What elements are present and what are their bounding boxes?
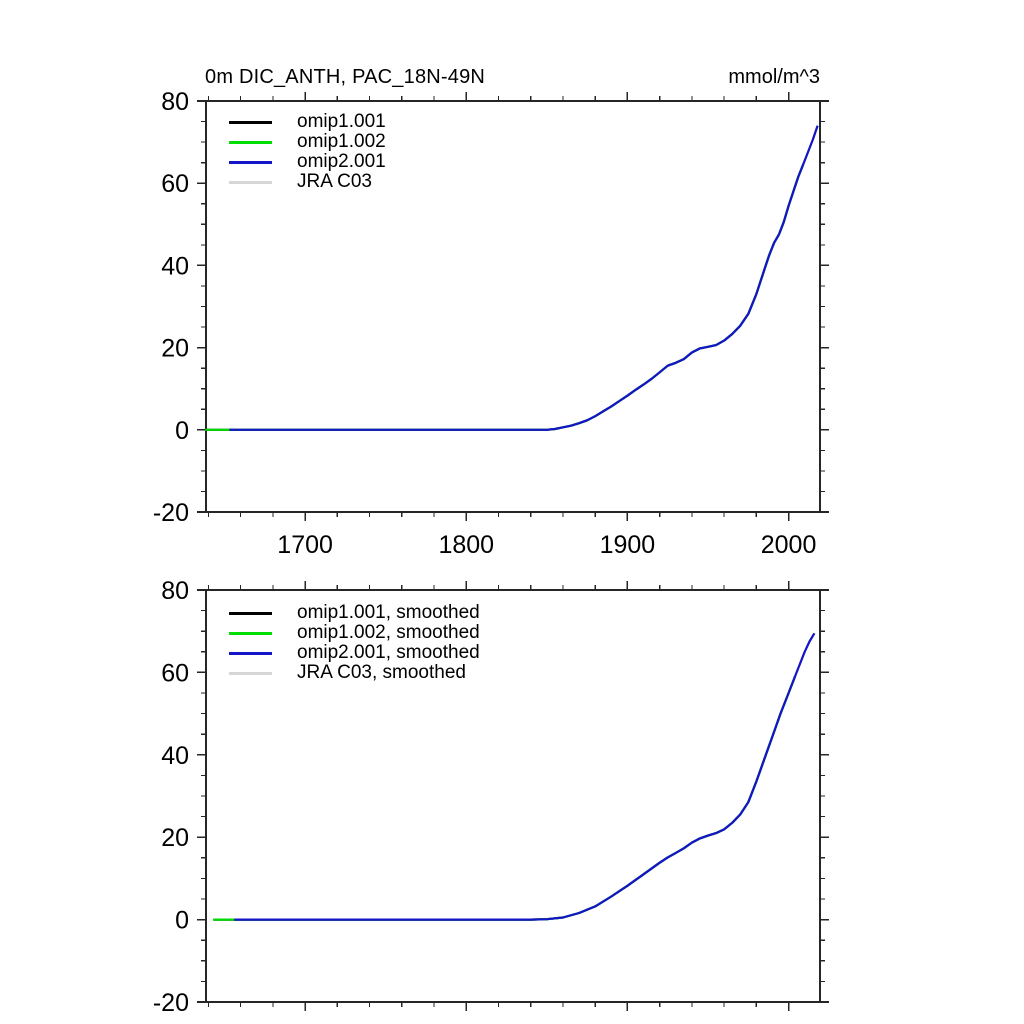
legend-label: omip1.001 [297,111,386,132]
legend-line-swatch [229,140,272,144]
svg-text:80: 80 [161,577,189,605]
legend-line-swatch [229,120,272,124]
legend-line-swatch [229,671,272,675]
legend-item: omip1.002, smoothed [229,623,480,643]
top-chart-legend: omip1.001 omip1.002 omip2.001 JRA C03 [229,112,386,192]
svg-text:60: 60 [161,170,189,198]
svg-text:20: 20 [161,335,189,363]
legend-label: omip1.002, smoothed [297,622,480,643]
bottom-chart-legend: omip1.001, smoothed omip1.002, smoothed … [229,603,480,683]
legend-label: omip2.001 [297,151,386,172]
svg-text:1700: 1700 [277,531,333,559]
svg-text:40: 40 [161,252,189,280]
top-chart-title: 0m DIC_ANTH, PAC_18N-49N [205,66,486,88]
legend-item: omip1.001, smoothed [229,603,480,623]
svg-text:60: 60 [161,659,189,687]
legend-line-swatch [229,631,272,635]
legend-label: JRA C03 [297,171,372,192]
legend-line-swatch [229,160,272,164]
legend-item: omip2.001 [229,152,386,172]
svg-text:1800: 1800 [438,531,494,559]
legend-item: omip1.001 [229,112,386,132]
svg-text:2000: 2000 [761,531,817,559]
legend-label: omip1.001, smoothed [297,602,480,623]
legend-label: JRA C03, smoothed [297,662,466,683]
legend-line-swatch [229,180,272,184]
legend-label: omip2.001, smoothed [297,642,480,663]
svg-text:-20: -20 [153,499,189,527]
svg-text:0: 0 [175,417,189,445]
svg-text:-20: -20 [153,989,189,1017]
svg-text:40: 40 [161,742,189,770]
legend-item: omip1.002 [229,132,386,152]
legend-line-swatch [229,651,272,655]
svg-text:20: 20 [161,824,189,852]
svg-text:0: 0 [175,907,189,935]
legend-item: JRA C03 [229,172,386,192]
legend-line-swatch [229,611,272,615]
legend-item: omip2.001, smoothed [229,643,480,663]
top-chart-unit-label: mmol/m^3 [728,66,820,88]
svg-text:80: 80 [161,88,189,116]
legend-item: JRA C03, smoothed [229,663,480,683]
legend-label: omip1.002 [297,131,386,152]
svg-text:1900: 1900 [600,531,656,559]
